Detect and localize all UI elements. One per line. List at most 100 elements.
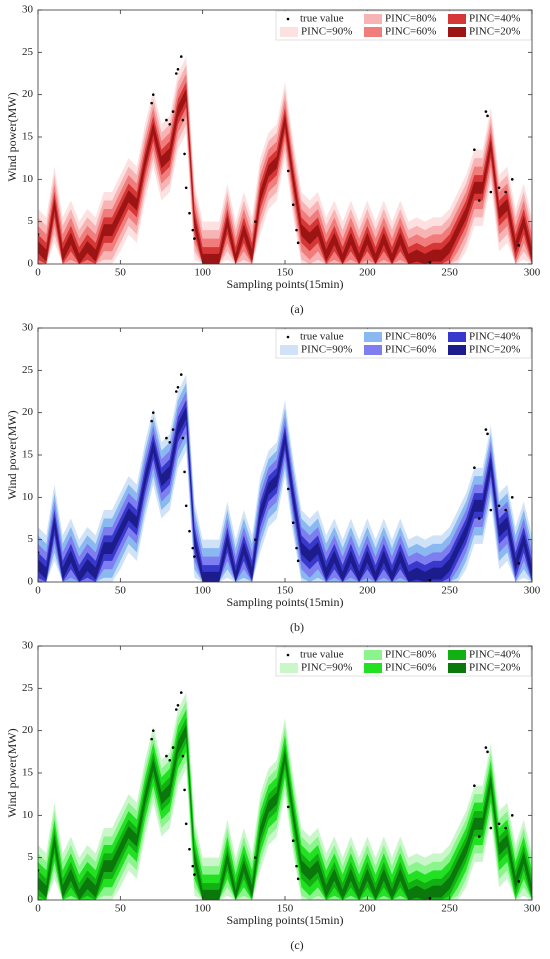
true-value-point — [254, 220, 257, 223]
legend-label: PINC=40% — [469, 649, 520, 661]
legend-swatch — [364, 663, 382, 673]
x-tick-label: 150 — [277, 903, 294, 915]
true-value-point — [473, 466, 476, 470]
true-value-point — [517, 562, 521, 565]
interval-band — [38, 88, 532, 264]
true-value-point — [478, 835, 481, 838]
legend-swatch — [448, 345, 466, 355]
true-value-point — [510, 814, 514, 817]
panel: 0 50 100 150 200 250 300 0 5 10 15 20 25 30 Sampling p… — [5, 4, 541, 316]
true-value-point — [188, 529, 191, 533]
panel-label: (a) — [290, 302, 303, 316]
true-value-point — [179, 691, 183, 694]
legend-swatch — [364, 345, 382, 355]
true-value-point — [181, 118, 185, 122]
true-value-point — [176, 67, 180, 71]
true-value-point — [489, 508, 493, 512]
true-value-point — [428, 897, 432, 900]
true-value-point — [193, 555, 196, 558]
legend-marker — [286, 653, 290, 657]
y-axis-label: Wind power(MW) — [5, 92, 19, 181]
legend-label: PINC=20% — [469, 344, 520, 356]
y-axis-label: Wind power(MW) — [5, 410, 19, 499]
legend-swatch — [364, 14, 382, 24]
true-value-point — [504, 826, 507, 830]
legend-swatch — [280, 27, 298, 37]
true-value-point — [184, 504, 188, 508]
interval-band — [38, 717, 532, 900]
x-tick-label: 200 — [359, 585, 376, 597]
interval-band — [38, 406, 532, 582]
true-value-point — [428, 261, 432, 264]
true-value-point — [175, 72, 178, 75]
x-tick-label: 300 — [524, 585, 541, 597]
x-tick-label: 300 — [524, 903, 541, 915]
y-tick-label: 10 — [22, 491, 34, 503]
legend-swatch — [280, 663, 298, 673]
true-value-point — [295, 546, 298, 550]
legend-marker — [286, 17, 290, 21]
legend-label: PINC=20% — [469, 26, 520, 38]
x-tick-label: 200 — [359, 267, 376, 279]
x-tick-label: 250 — [441, 267, 458, 279]
legend-swatch — [448, 332, 466, 342]
true-value-point — [183, 470, 186, 474]
true-value-point — [484, 746, 488, 749]
x-axis-label: Sampling points(15min) — [227, 595, 344, 609]
true-value-point — [183, 152, 186, 156]
true-value-point — [176, 703, 180, 707]
true-value-point — [193, 873, 196, 876]
legend-label: PINC=60% — [385, 26, 436, 38]
legend-label: PINC=60% — [385, 344, 436, 356]
true-value-point — [191, 228, 195, 232]
panel-label: (c) — [290, 938, 303, 952]
interval-band — [38, 81, 532, 264]
x-axis-label: Sampling points(15min) — [227, 277, 344, 291]
y-tick-label: 10 — [22, 173, 34, 185]
x-tick-label: 50 — [115, 267, 127, 279]
true-value-point — [171, 746, 175, 749]
true-value-point — [168, 441, 172, 444]
true-value-point — [165, 754, 168, 758]
x-tick-label: 100 — [194, 585, 211, 597]
legend-box — [275, 328, 532, 359]
interval-band — [38, 399, 532, 582]
interval-band — [38, 724, 532, 900]
y-tick-label: 20 — [22, 406, 34, 418]
true-value-point — [286, 487, 290, 491]
true-value-point — [510, 178, 514, 181]
y-tick-label: 15 — [22, 131, 34, 143]
true-value-point — [504, 508, 507, 512]
x-axis-label: Sampling points(15min) — [227, 913, 344, 927]
y-tick-label: 5 — [28, 533, 34, 545]
x-tick-label: 0 — [35, 267, 41, 279]
x-tick-label: 50 — [115, 903, 127, 915]
x-tick-label: 0 — [35, 585, 41, 597]
legend-label: PINC=20% — [469, 662, 520, 674]
legend-swatch — [448, 14, 466, 24]
true-value-point — [171, 428, 175, 431]
legend-swatch — [364, 27, 382, 37]
y-tick-label: 15 — [22, 449, 34, 461]
true-value-point — [486, 432, 489, 436]
panel-label: (b) — [290, 620, 304, 634]
legend-swatch — [280, 345, 298, 355]
true-value-point — [504, 190, 507, 194]
true-value-point — [497, 504, 501, 508]
x-tick-label: 150 — [277, 585, 294, 597]
x-tick-label: 100 — [194, 903, 211, 915]
x-tick-label: 150 — [277, 267, 294, 279]
legend-swatch — [364, 332, 382, 342]
x-tick-label: 0 — [35, 903, 41, 915]
true-value-point — [168, 123, 172, 126]
true-value-point — [296, 241, 300, 245]
y-tick-label: 30 — [22, 322, 34, 334]
y-tick-label: 20 — [22, 88, 34, 100]
true-value-point — [150, 101, 153, 105]
x-tick-label: 50 — [115, 585, 127, 597]
y-tick-label: 5 — [28, 851, 34, 863]
